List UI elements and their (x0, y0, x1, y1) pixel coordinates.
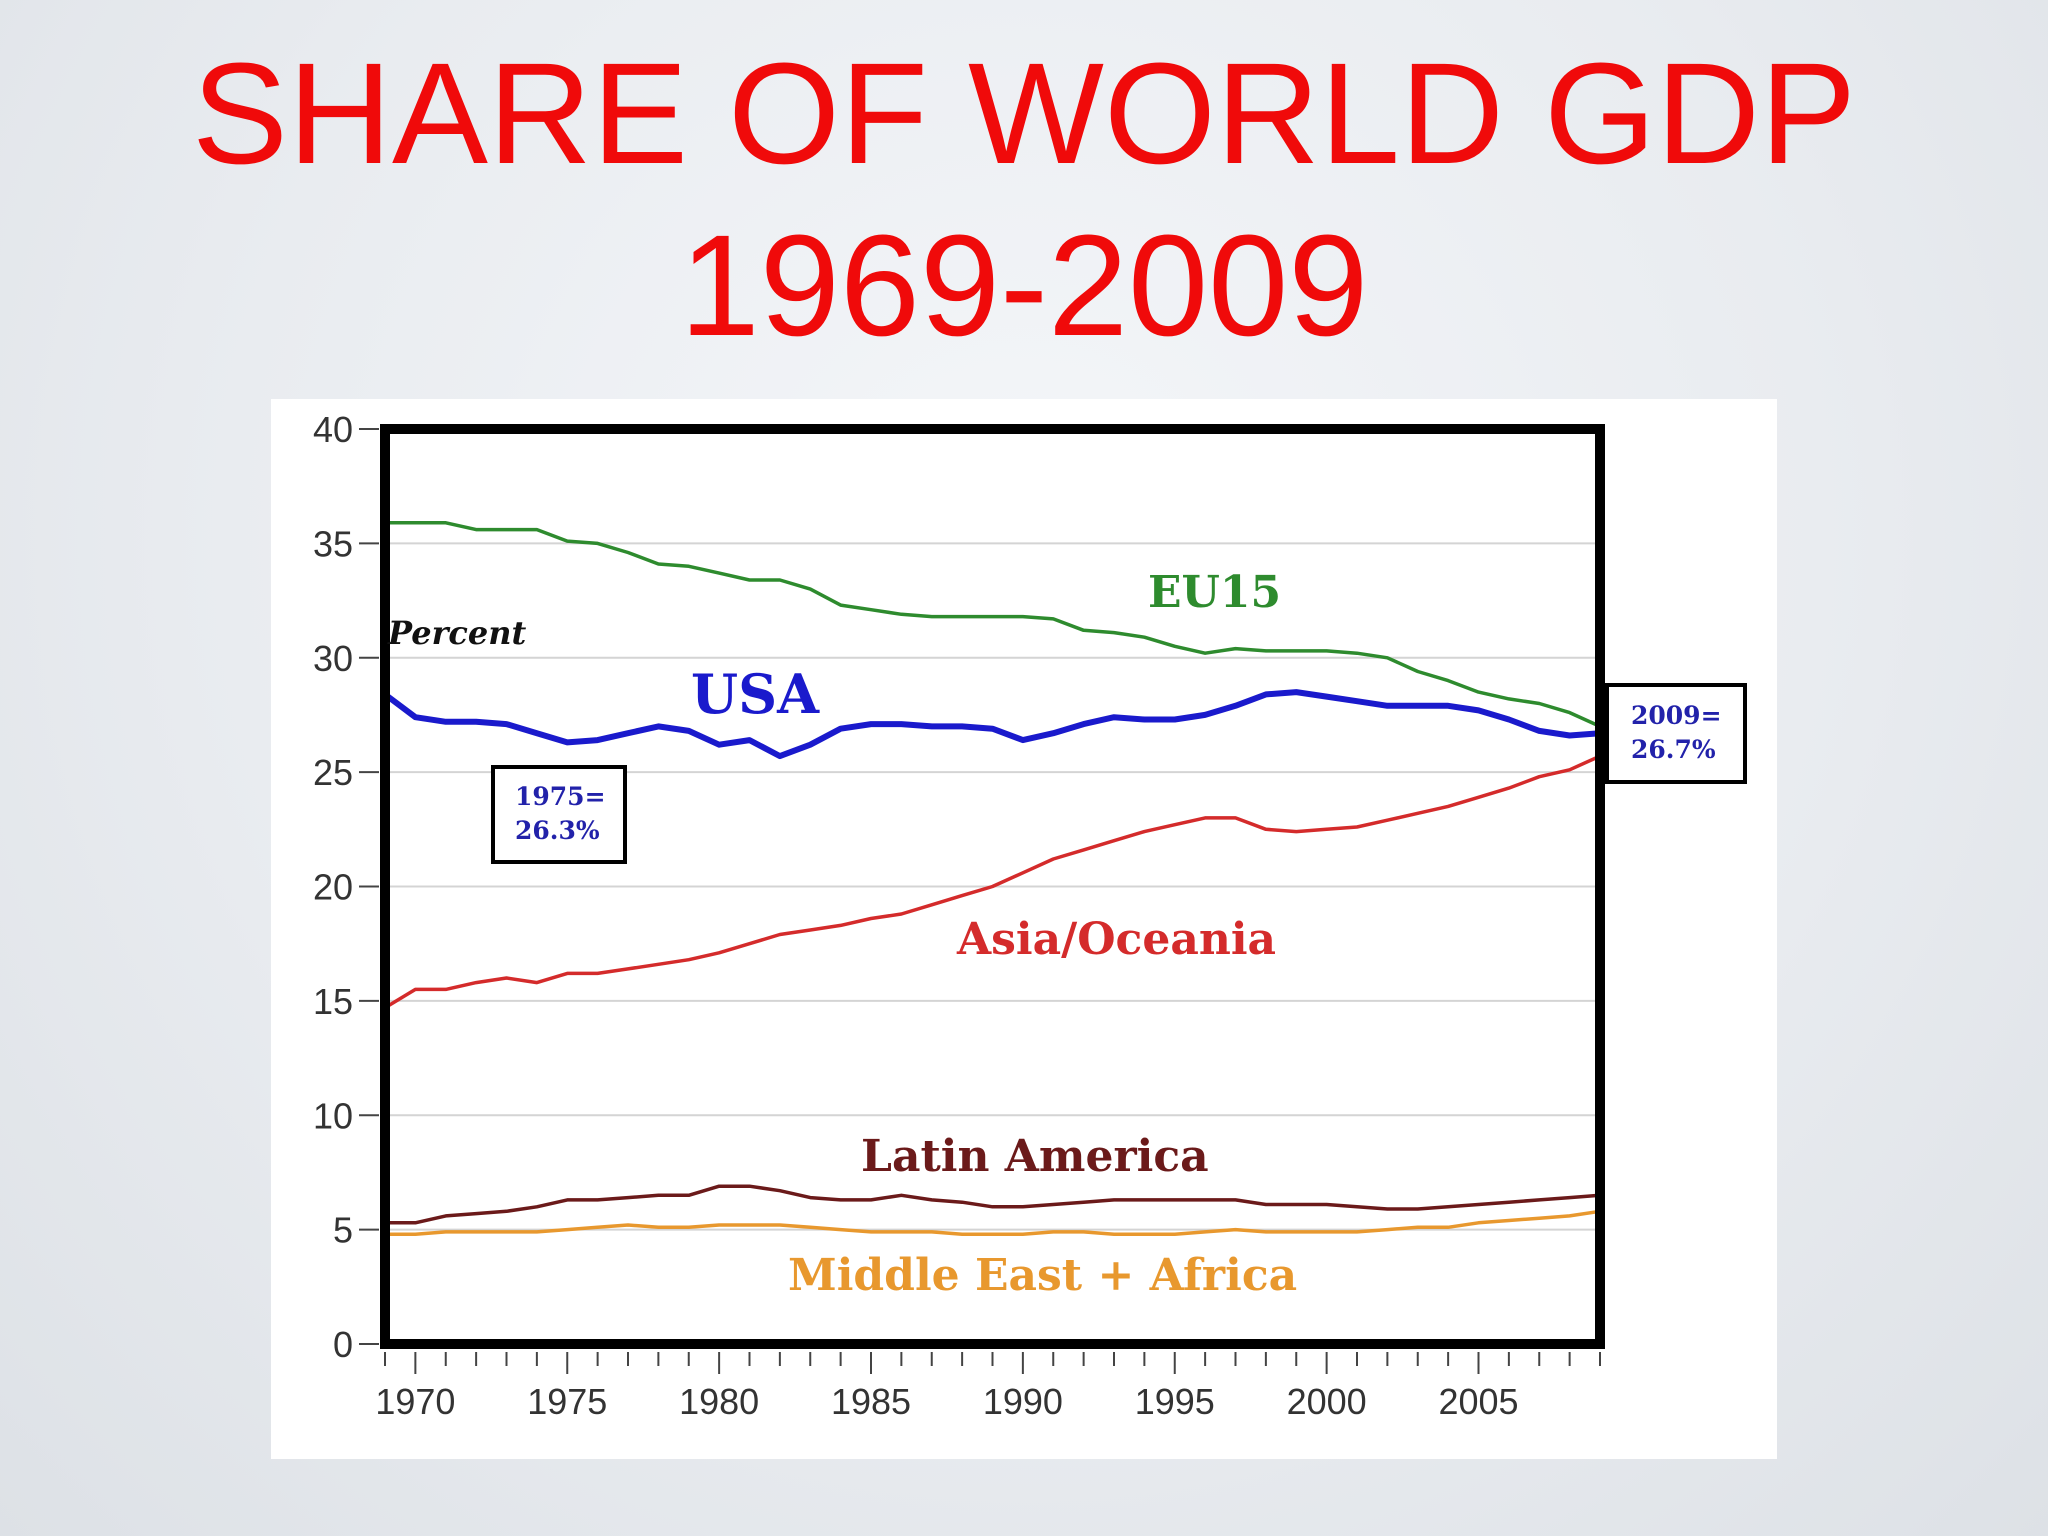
axis-layer: 0 5 10 15 20 25 30 35 40 1970 1975 1980 1985 1990 1995… (313, 409, 1601, 1422)
x-tick-label-1970: 1970 (375, 1381, 455, 1422)
y-tick-label-25: 25 (313, 752, 353, 793)
series-line-asia-oceania (383, 754, 1602, 1010)
annotation-box-1975: 1975= 26.3% (491, 765, 627, 864)
series-label-usa: USA (691, 662, 820, 726)
series-label-latin-america: Latin America (861, 1131, 1209, 1182)
series-line-middle-east-africa (383, 1209, 1602, 1236)
x-tick-label-1975: 1975 (527, 1381, 607, 1422)
y-tick-label-10: 10 (313, 1095, 353, 1136)
title-line-2: 1969-2009 (679, 205, 1369, 366)
chart-panel: 0 5 10 15 20 25 30 35 40 1970 1975 1980 1985 1990 1995… (271, 399, 1777, 1459)
y-tick-label-35: 35 (313, 523, 353, 564)
y-tick-label-30: 30 (313, 638, 353, 679)
y-tick-label-5: 5 (333, 1210, 353, 1251)
series-line-usa (382, 689, 1603, 760)
annotation-1975-line2: 26.3% (515, 816, 600, 845)
y-axis-label: Percent (387, 614, 527, 652)
annotation-box-2009: 2009= 26.7% (1605, 683, 1747, 784)
annotation-2009-line1: 2009= (1631, 701, 1722, 730)
x-tick-label-1980: 1980 (679, 1381, 759, 1422)
y-tick-label-0: 0 (333, 1324, 353, 1365)
series-line-eu15 (383, 521, 1602, 729)
x-tick-label-2000: 2000 (1287, 1381, 1367, 1422)
series-label-eu15: EU15 (1148, 567, 1281, 618)
series-line-latin-america (383, 1184, 1602, 1225)
title-line-1: SHARE OF WORLD GDP (191, 33, 1857, 194)
x-tick-label-1985: 1985 (831, 1381, 911, 1422)
x-tick-label-2005: 2005 (1438, 1381, 1518, 1422)
y-tick-label-20: 20 (313, 867, 353, 908)
x-tick-label-1990: 1990 (983, 1381, 1063, 1422)
series-label-middle-east-africa: Middle East + Africa (788, 1250, 1297, 1301)
slide-title: SHARE OF WORLD GDP 1969-2009 (0, 28, 2048, 372)
y-tick-label-40: 40 (313, 409, 353, 450)
series-label-asia-oceania: Asia/Oceania (956, 914, 1276, 965)
annotation-2009-line2: 26.7% (1631, 735, 1716, 764)
x-tick-label-1995: 1995 (1135, 1381, 1215, 1422)
gdp-share-line-chart: 0 5 10 15 20 25 30 35 40 1970 1975 1980 1985 1990 1995… (313, 409, 1747, 1422)
series-layer (382, 521, 1603, 1236)
plot-frame (380, 424, 1605, 1349)
annotation-1975-line1: 1975= (515, 782, 606, 811)
y-tick-label-15: 15 (313, 981, 353, 1022)
